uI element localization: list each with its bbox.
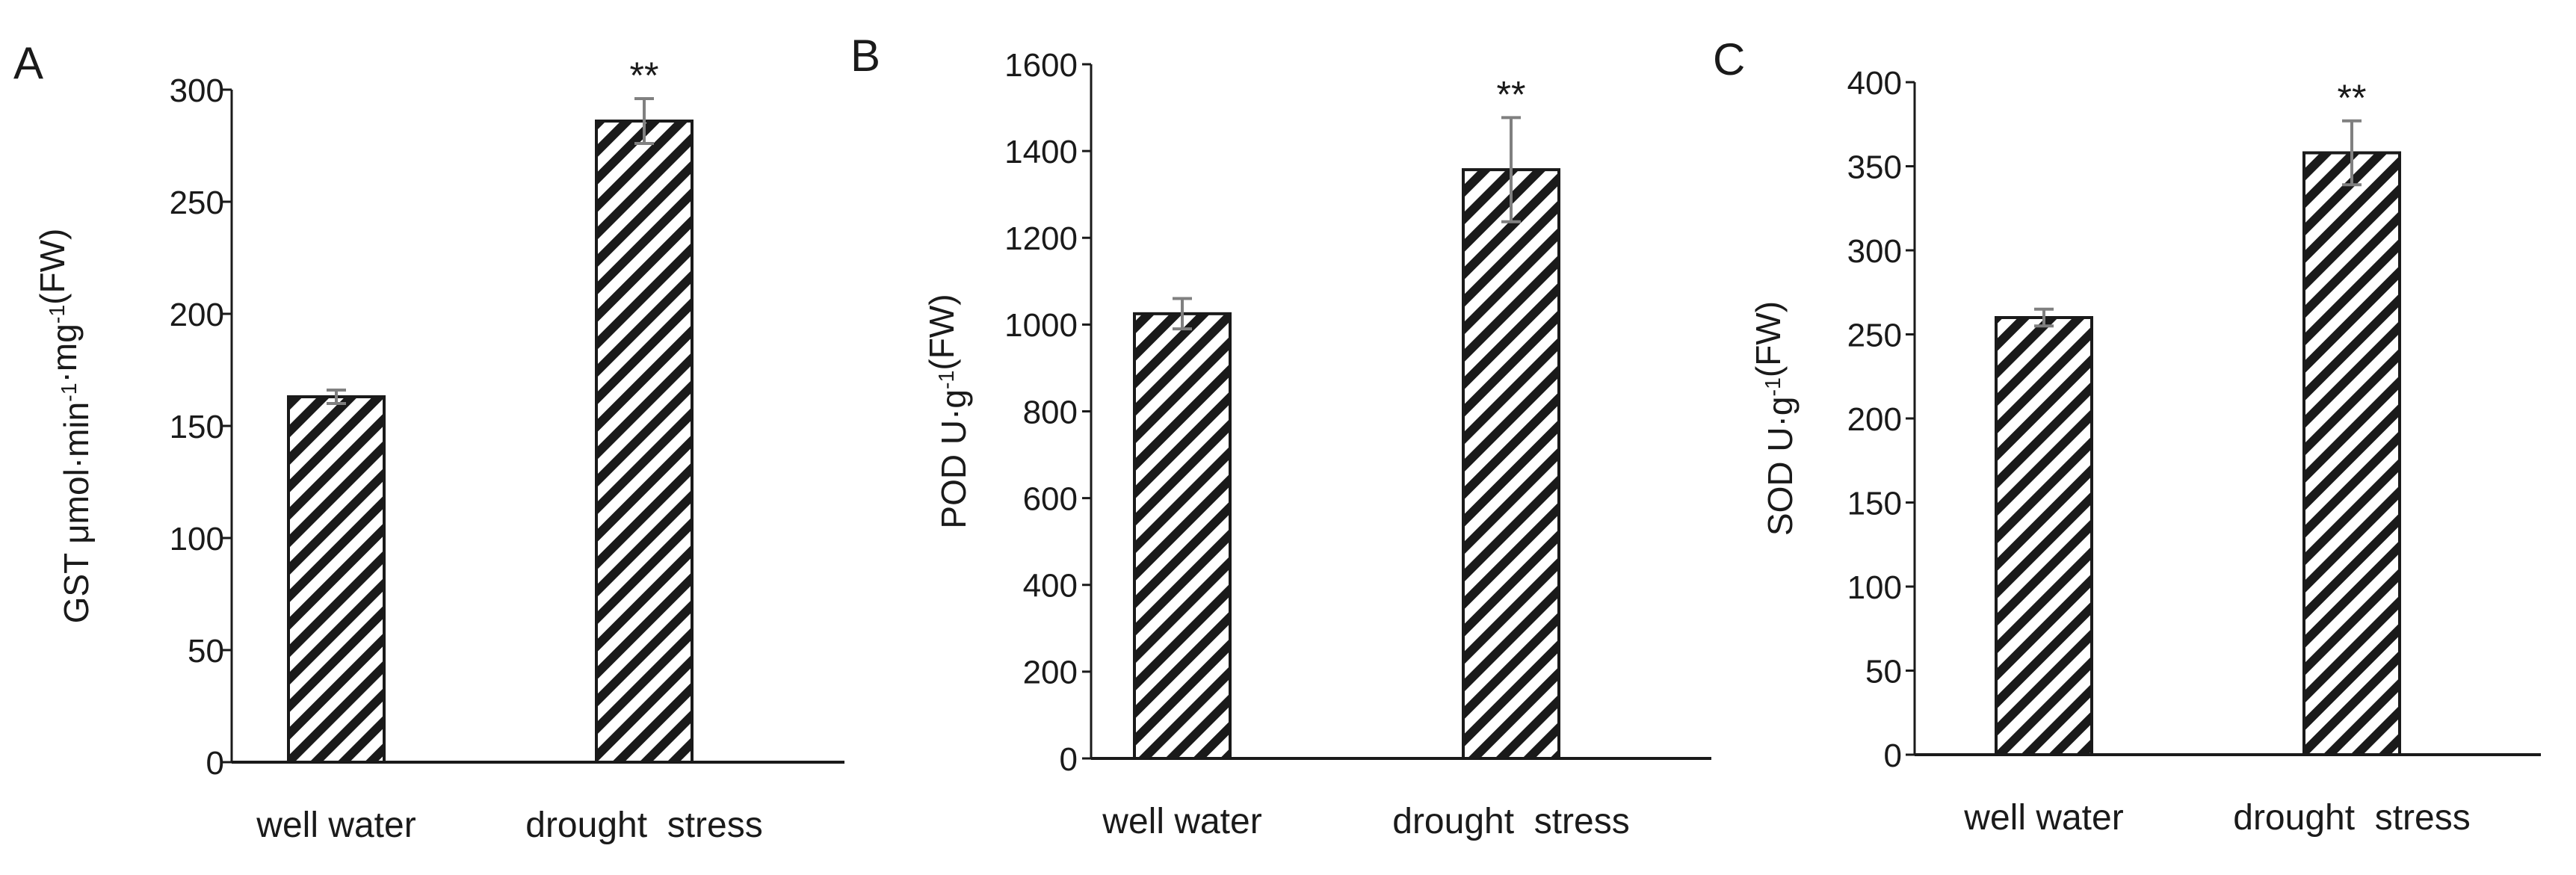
y-axis-label: GST μmol·min-1·mg-1(FW) [33, 229, 96, 624]
x-category-label: well water [1963, 798, 2123, 838]
panel-b: B 0 200 400 600 800 1000 1200 1400 1600 POD U·g-1(… [850, 31, 1711, 841]
y-axis-label-superscript: -1 [46, 305, 70, 324]
y-tick-label: 50 [1865, 653, 1902, 690]
y-axis-label-part: (FW) [33, 229, 72, 305]
y-tick-label: 1400 [1004, 134, 1078, 170]
panel-c: C 0 50 100 150 200 250 300 350 400 SOD U·g-1(FW) we… [1713, 34, 2541, 838]
y-axis-label: SOD U·g-1(FW) [1749, 301, 1800, 536]
y-axis-label-part: (FW) [922, 294, 961, 370]
y-axis-label-superscript: -1 [935, 371, 959, 389]
panel-letter: C [1713, 34, 1745, 84]
significance-mark: ** [2338, 77, 2367, 119]
y-tick-label: 1200 [1004, 220, 1078, 257]
y-tick-label: 1600 [1004, 47, 1078, 84]
y-axis-label-part: ·mg [45, 324, 84, 383]
bar-drought-stress [2302, 151, 2401, 756]
x-category-label: well water [256, 806, 416, 845]
bar-well-water [1995, 316, 2093, 756]
y-tick-label: 200 [1023, 655, 1078, 691]
y-tick-label: 50 [188, 633, 224, 670]
y-axis-label-superscript: -1 [1761, 377, 1785, 396]
y-axis-label-part: SOD U·g [1761, 396, 1800, 536]
panel-letter: A [13, 38, 43, 88]
y-axis-label-part: POD U·g [934, 389, 973, 529]
y-axis-label-part: GST μmol·min [57, 402, 96, 624]
x-category-label: well water [1102, 802, 1261, 841]
y-tick-label: 400 [1023, 568, 1078, 605]
bar-well-water [287, 395, 386, 764]
x-category-label: drought stress [525, 806, 762, 845]
bar-drought-stress [595, 120, 694, 764]
x-category-label: drought stress [2233, 798, 2470, 838]
y-tick-label: 600 [1023, 480, 1078, 517]
significance-mark: ** [630, 55, 659, 96]
y-axis-label-part: (FW) [1749, 301, 1788, 377]
y-axis-label: POD U·g-1(FW) [922, 294, 973, 528]
y-tick-label: 250 [170, 185, 224, 221]
y-tick-label: 350 [1847, 149, 1902, 185]
y-tick-label: 300 [170, 72, 224, 109]
y-tick-label: 250 [1847, 317, 1902, 353]
bar-drought-stress [1462, 168, 1560, 761]
y-tick-label: 200 [1847, 401, 1902, 438]
y-tick-label: 200 [170, 297, 224, 333]
y-tick-label: 0 [1884, 738, 1902, 774]
x-category-label: drought stress [1392, 802, 1629, 841]
panel-letter: B [850, 31, 880, 81]
y-tick-label: 0 [1060, 741, 1078, 778]
y-tick-label: 150 [1847, 485, 1902, 522]
y-tick-label: 800 [1023, 394, 1078, 430]
y-tick-label: 0 [206, 745, 224, 782]
y-tick-label: 100 [170, 521, 224, 557]
y-tick-label: 150 [170, 409, 224, 445]
y-axis-label-superscript: -1 [58, 383, 81, 401]
y-tick-label: 1000 [1004, 307, 1078, 344]
bar-well-water [1133, 312, 1232, 760]
y-tick-label: 300 [1847, 233, 1902, 270]
significance-mark: ** [1497, 73, 1526, 115]
y-tick-label: 100 [1847, 569, 1902, 606]
y-tick-label: 400 [1847, 65, 1902, 102]
